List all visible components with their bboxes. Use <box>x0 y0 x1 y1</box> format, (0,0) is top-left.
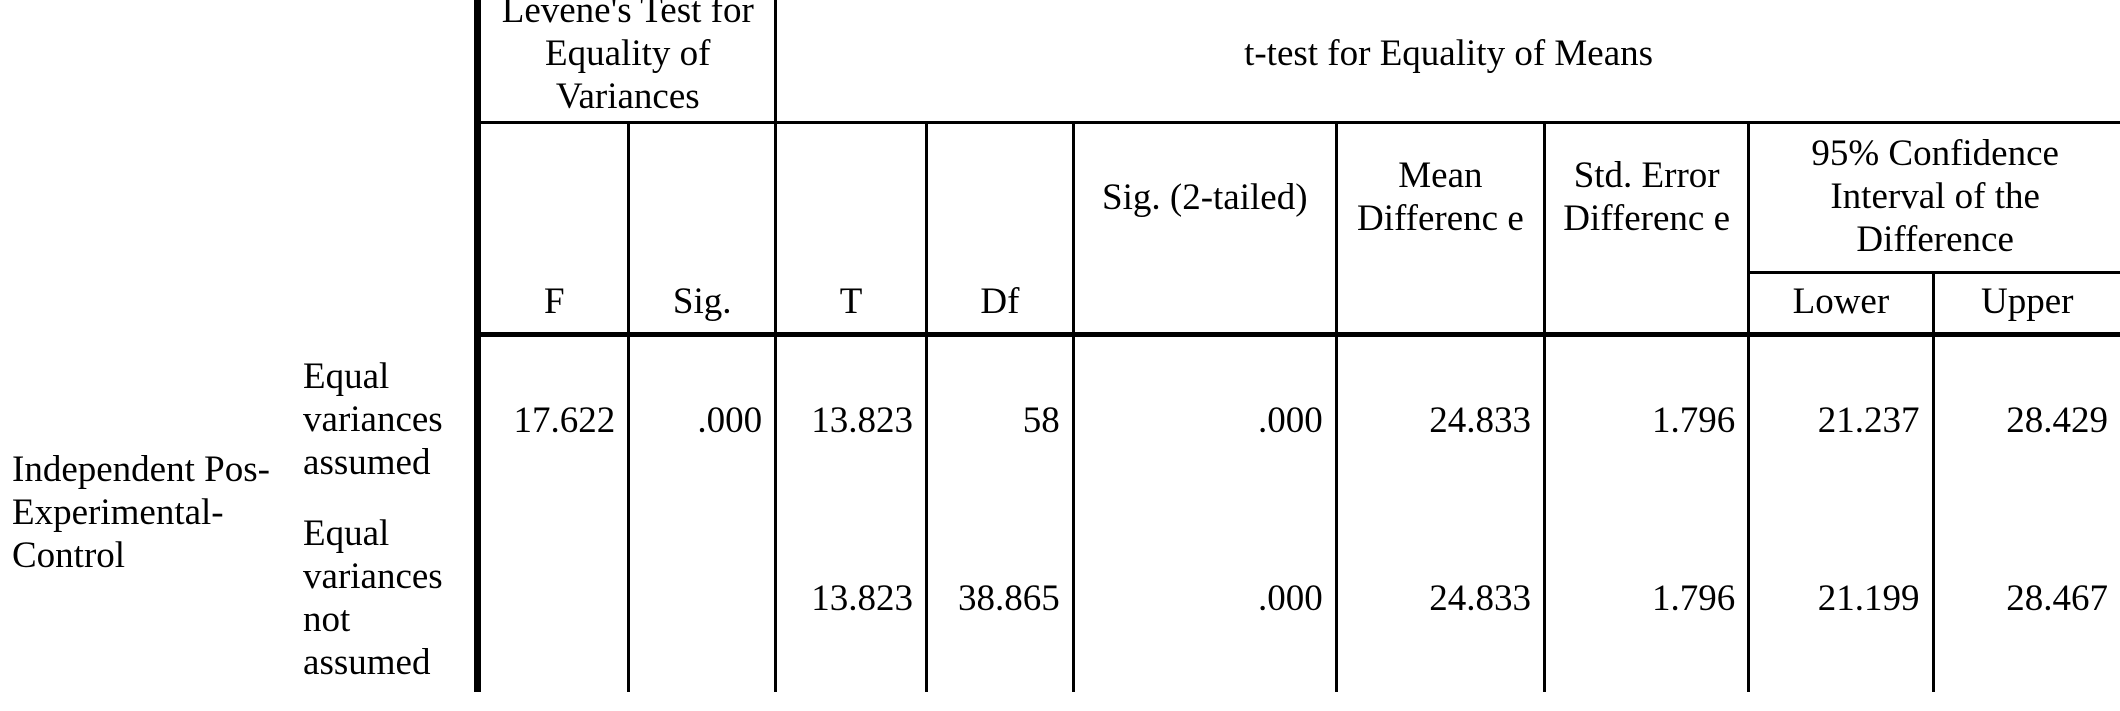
header-std-error-difference: Std. Error Differenc e <box>1544 122 1751 273</box>
table-body: Independent Pos-Experimental-Control Equ… <box>0 334 2120 693</box>
row-group-label: Independent Pos-Experimental-Control <box>12 448 270 576</box>
cell-mean-difference: 24.833 <box>1336 334 1547 507</box>
header-confidence-interval: 95% Confidence Interval of the Differenc… <box>1748 122 2120 274</box>
header-sig-2-tailed: Sig. (2-tailed) <box>1073 122 1338 273</box>
table-header: Levene's Test for Equality of Variances … <box>0 0 2120 337</box>
header-blank-f <box>477 122 631 273</box>
header-corner-blank-2 <box>291 0 482 335</box>
independent-samples-test-table: Levene's Test for Equality of Variances … <box>0 0 2120 693</box>
header-col-sig2-blank <box>1073 272 1338 337</box>
cell-ci-upper: 28.467 <box>2006 577 2108 619</box>
cell-f: 17.622 <box>477 334 631 507</box>
cell-sig: .000 <box>628 334 778 507</box>
header-levene-test: Levene's Test for Equality of Variances <box>477 0 778 124</box>
header-mean-difference: Mean Differenc e <box>1336 122 1547 273</box>
header-blank-df <box>926 122 1075 273</box>
cell-ci-upper: 28.429 <box>2006 400 2108 442</box>
header-ttest-equality-means: t-test for Equality of Means <box>775 0 2120 124</box>
header-col-meandiff-blank <box>1336 272 1547 337</box>
cell-sig-2-tailed: .000 <box>1073 334 1338 507</box>
table-row: Independent Pos-Experimental-Control Equ… <box>0 334 2120 576</box>
header-blank-sig <box>628 122 778 273</box>
cell-ci-lower: 21.199 <box>1748 506 1935 693</box>
header-col-sig: Sig. <box>628 272 778 337</box>
header-col-df: Df <box>926 272 1075 337</box>
header-row-group-spanners: Levene's Test for Equality of Variances … <box>0 0 2120 335</box>
cell-std-error-difference: 1.796 <box>1544 334 1751 507</box>
header-blank-t <box>775 122 928 273</box>
cell-f <box>477 506 631 693</box>
cell-sig-2-tailed: .000 <box>1073 506 1338 693</box>
header-col-sediff-blank <box>1544 272 1751 337</box>
table-row: Equal variances not assumed 13.823 38.86… <box>0 506 2120 693</box>
cell-t: 13.823 <box>775 506 928 693</box>
header-corner-blank-1 <box>0 0 291 334</box>
header-col-f: F <box>477 272 631 337</box>
cell-mean-difference: 24.833 <box>1336 506 1547 693</box>
row-label-equal-variances-not-assumed: Equal variances not assumed <box>291 506 482 693</box>
cell-sig <box>628 506 778 693</box>
header-row-subheaders: Sig. (2-tailed) Mean Differenc e Std. Er… <box>0 122 2120 274</box>
header-col-upper: Upper <box>1933 272 2120 337</box>
cell-df: 38.865 <box>926 506 1075 693</box>
header-col-t: T <box>775 272 928 337</box>
cell-std-error-difference: 1.796 <box>1544 506 1751 693</box>
row-label-equal-variances-assumed: Equal variances assumed <box>291 334 482 507</box>
header-row-column-labels: F Sig. T Df Lower Upper <box>0 272 2120 337</box>
cell-ci-lower: 21.237 <box>1748 334 1935 507</box>
cell-df: 58 <box>926 334 1075 507</box>
cell-t: 13.823 <box>775 334 928 507</box>
header-col-lower: Lower <box>1748 272 1935 337</box>
